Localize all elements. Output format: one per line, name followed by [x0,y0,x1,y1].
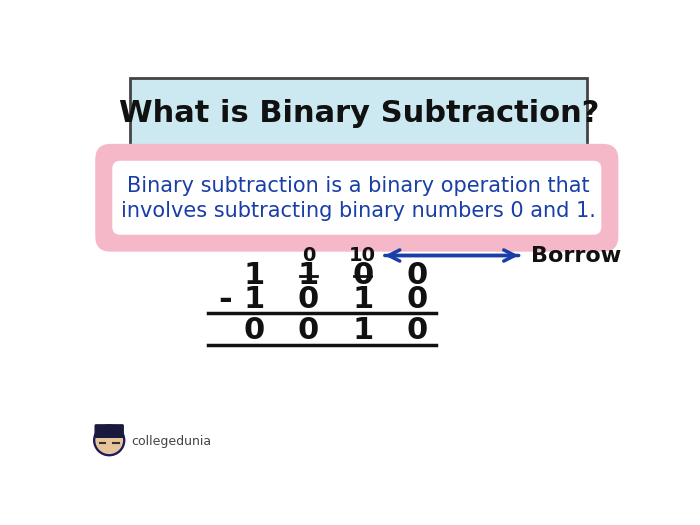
Text: 1: 1 [352,285,373,314]
Text: 0: 0 [406,316,428,345]
Text: What is Binary Subtraction?: What is Binary Subtraction? [118,99,599,128]
Text: -: - [218,283,232,316]
Text: 0: 0 [406,285,428,314]
Text: involves subtracting binary numbers 0 and 1.: involves subtracting binary numbers 0 an… [121,201,596,221]
Text: 0: 0 [298,316,319,345]
FancyBboxPatch shape [112,161,601,235]
Text: 0: 0 [298,285,319,314]
Text: collegedunia: collegedunia [131,435,211,448]
FancyBboxPatch shape [95,144,618,251]
Circle shape [94,425,125,456]
Text: 1: 1 [352,316,373,345]
Text: 1: 1 [244,261,265,290]
Text: 0: 0 [302,246,315,265]
FancyBboxPatch shape [130,78,587,148]
Text: 1: 1 [298,261,319,290]
Text: Binary subtraction is a binary operation that: Binary subtraction is a binary operation… [127,176,590,196]
FancyBboxPatch shape [94,424,124,438]
Circle shape [96,427,122,454]
Text: 0: 0 [244,316,265,345]
Text: 1: 1 [244,285,265,314]
Text: Borrow: Borrow [531,246,621,266]
Text: 0: 0 [352,261,373,290]
Text: 10: 10 [349,246,376,265]
Text: 0: 0 [406,261,428,290]
